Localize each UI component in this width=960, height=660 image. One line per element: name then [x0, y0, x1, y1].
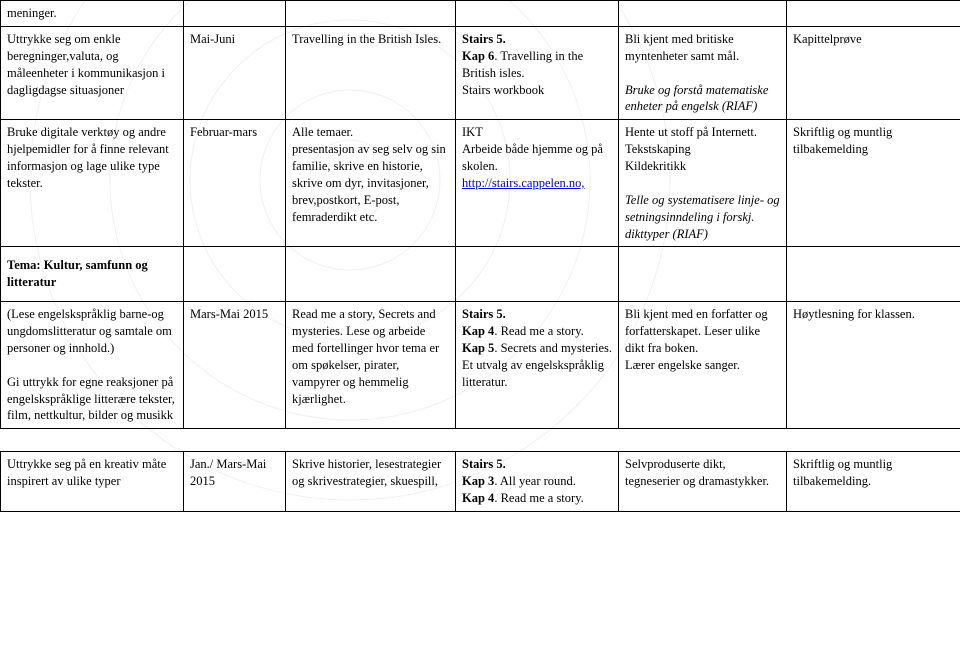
- table-cell: Høytlesning for klassen.: [787, 302, 960, 429]
- table-cell: Stairs 5.Kap 3. All year round.Kap 4. Re…: [456, 452, 619, 512]
- table-cell: Mars-Mai 2015: [184, 302, 286, 429]
- table-cell: Skriftlig og muntlig tilbakemelding.: [787, 452, 960, 512]
- table-cell: Uttrykke seg om enkle beregninger,valuta…: [1, 26, 184, 119]
- table-cell: Tema: Kultur, samfunn og litteratur: [1, 247, 184, 302]
- table-cell: [286, 1, 456, 27]
- table-row: meninger.: [1, 1, 960, 27]
- table-cell: Bruke digitale verktøy og andre hjelpemi…: [1, 120, 184, 247]
- table-cell: Jan./ Mars-Mai 2015: [184, 452, 286, 512]
- table-cell: Alle temaer.presentasjon av seg selv og …: [286, 120, 456, 247]
- table-cell: [787, 247, 960, 302]
- table-cell: [184, 247, 286, 302]
- table-cell: Skrive historier, lesestrategier og skri…: [286, 452, 456, 512]
- table-cell: Kapittelprøve: [787, 26, 960, 119]
- curriculum-table: meninger.Uttrykke seg om enkle beregning…: [0, 0, 960, 512]
- table-cell: [456, 247, 619, 302]
- table-cell: [787, 1, 960, 27]
- table-cell: [184, 1, 286, 27]
- table-cell: (Lese engelskspråklig barne-og ungdomsli…: [1, 302, 184, 429]
- table-cell: Stairs 5.Kap 4. Read me a story.Kap 5. S…: [456, 302, 619, 429]
- table-cell: Uttrykke seg på en kreativ måte inspirer…: [1, 452, 184, 512]
- table-cell: [619, 247, 787, 302]
- table-row: [1, 429, 960, 452]
- table-cell: [619, 1, 787, 27]
- table-cell: Bli kjent med britiske myntenheter samt …: [619, 26, 787, 119]
- table-cell: Stairs 5.Kap 6. Travelling in the Britis…: [456, 26, 619, 119]
- table-cell: [456, 1, 619, 27]
- table-row: (Lese engelskspråklig barne-og ungdomsli…: [1, 302, 960, 429]
- link[interactable]: http://stairs.cappelen.no,: [462, 176, 585, 190]
- table-cell: meninger.: [1, 1, 184, 27]
- table-cell: [286, 247, 456, 302]
- table-cell: Bli kjent med en forfatter og forfatters…: [619, 302, 787, 429]
- table-cell: IKTArbeide både hjemme og på skolen.http…: [456, 120, 619, 247]
- table-row: Uttrykke seg på en kreativ måte inspirer…: [1, 452, 960, 512]
- table-cell: Skriftlig og muntlig tilbakemelding: [787, 120, 960, 247]
- table-cell: Hente ut stoff på Internett.Tekstskaping…: [619, 120, 787, 247]
- table-row: Tema: Kultur, samfunn og litteratur: [1, 247, 960, 302]
- table-cell: Februar-mars: [184, 120, 286, 247]
- table-cell: Read me a story, Secrets and mysteries. …: [286, 302, 456, 429]
- table-row: Uttrykke seg om enkle beregninger,valuta…: [1, 26, 960, 119]
- table-cell: Selvproduserte dikt, tegneserier og dram…: [619, 452, 787, 512]
- table-cell: Mai-Juni: [184, 26, 286, 119]
- table-cell: Travelling in the British Isles.: [286, 26, 456, 119]
- table-row: Bruke digitale verktøy og andre hjelpemi…: [1, 120, 960, 247]
